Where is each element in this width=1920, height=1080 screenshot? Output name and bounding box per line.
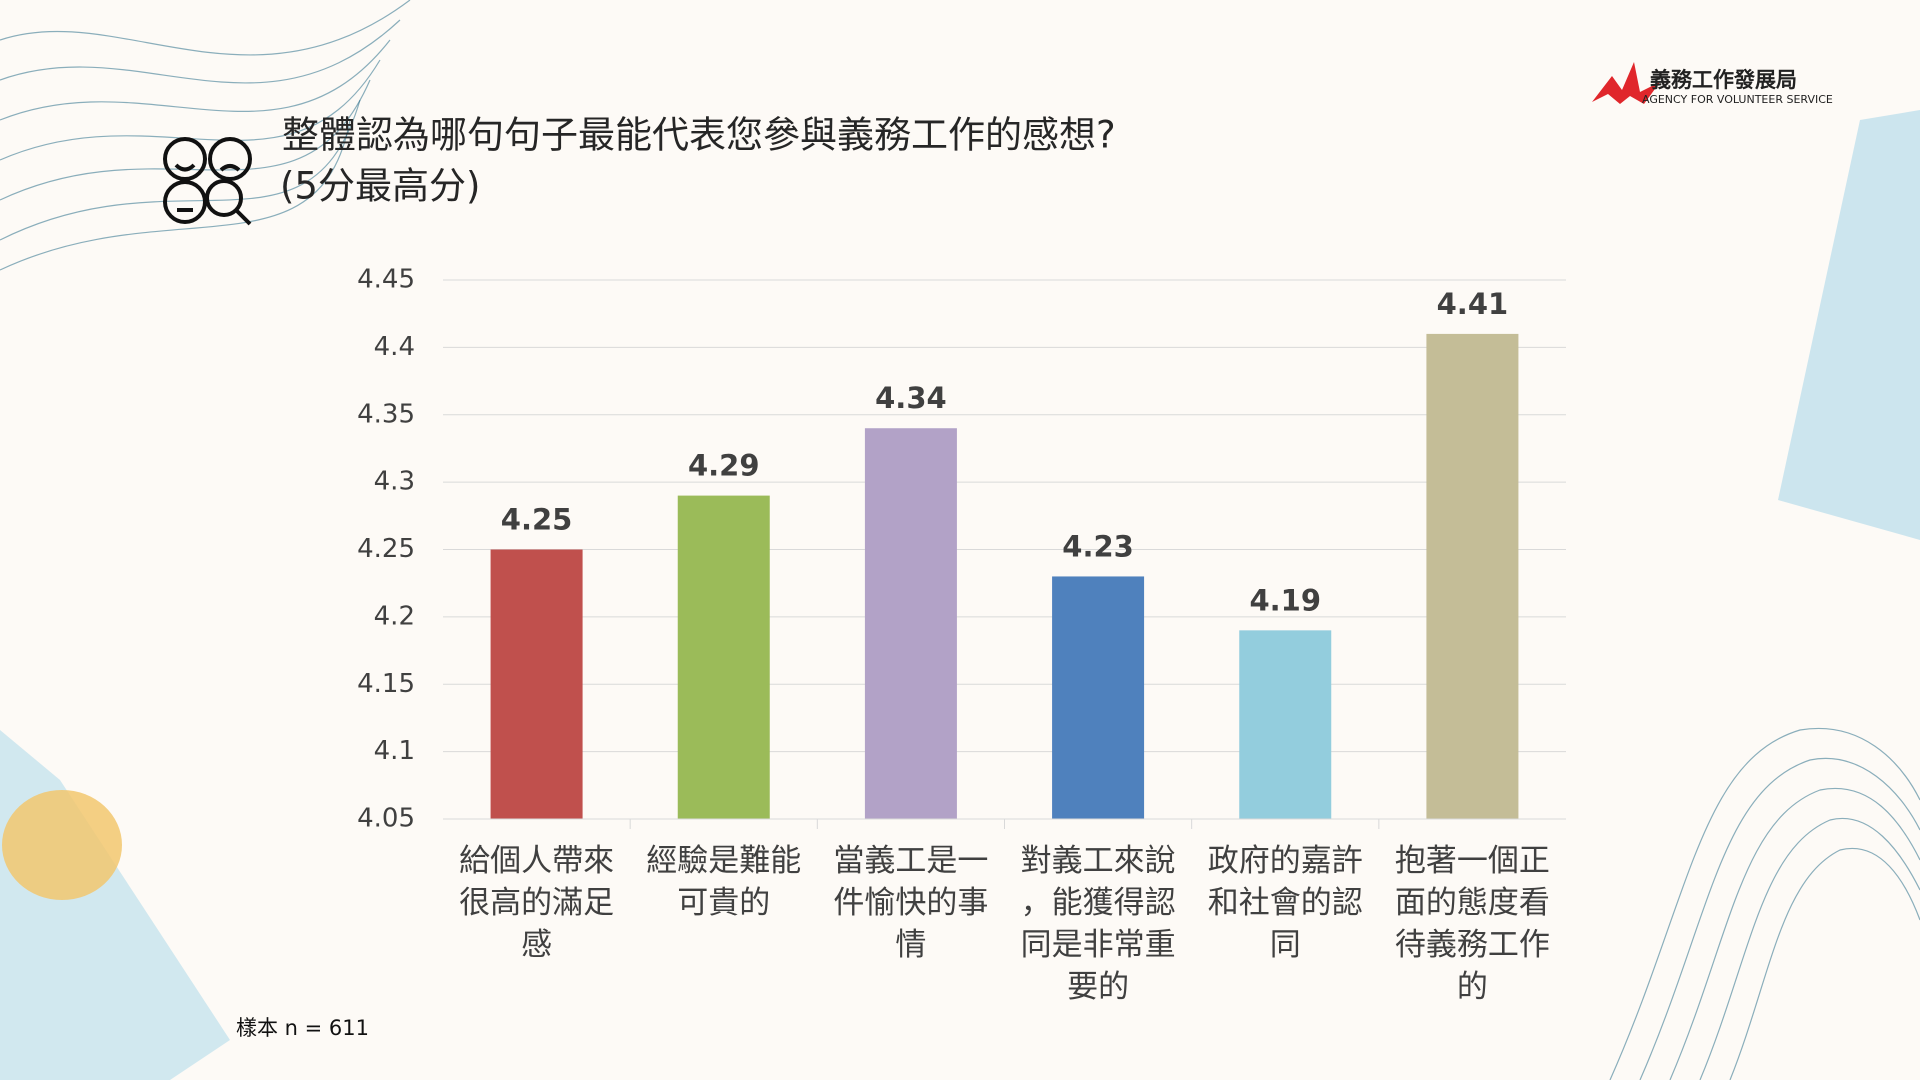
x-tick-label: 抱著一個正面的態度看待義務工作的 (1395, 843, 1550, 1005)
x-tick-label: 政府的嘉許和社會的認同 (1208, 843, 1363, 963)
logo-english: AGENCY FOR VOLUNTEER SERVICE (1642, 93, 1833, 106)
bar (490, 549, 583, 819)
plot: 4.05 4.1 4.15 4.2 4.25 4.3 4.35 4.4 4.45 給個人帶來很高的… (357, 265, 1566, 1005)
bar (1426, 333, 1519, 819)
chart-subtitle: (5分最高分) (280, 165, 480, 208)
y-tick-label: 4.45 (357, 265, 415, 295)
y-tick-label: 4.15 (357, 669, 415, 699)
bar (1052, 576, 1145, 819)
x-tick-label: 對義工來說，能獲得認同是非常重要的 (1021, 843, 1176, 1005)
logo: 義務工作發展局 AGENCY FOR VOLUNTEER SERVICE (1592, 62, 1833, 106)
value-label: 4.25 (501, 503, 573, 537)
y-tick-label: 4.05 (357, 804, 415, 834)
y-tick-label: 4.25 (357, 534, 415, 564)
y-tick-label: 4.1 (374, 736, 415, 766)
chart-title: 整體認為哪句句子最能代表您參與義務工作的感想? (282, 114, 1116, 157)
y-tick-label: 4.4 (374, 332, 415, 362)
value-label: 4.19 (1249, 583, 1321, 617)
icon (163, 137, 252, 226)
x-tick-label: 經驗是難能可貴的 (646, 843, 801, 921)
logo-name: 義務工作發展局 (1650, 68, 1797, 92)
value-label: 4.34 (875, 381, 947, 415)
value-label: 4.29 (688, 449, 760, 483)
x-tick-label: 給個人帶來很高的滿足感 (459, 843, 614, 963)
value-label: 4.23 (1062, 529, 1134, 563)
x-tick-label: 當義工是一件愉快的事情 (833, 843, 988, 963)
bar (1239, 630, 1332, 819)
bar (864, 428, 957, 819)
y-tick-label: 4.2 (374, 601, 415, 631)
y-tick-label: 4.35 (357, 399, 415, 429)
bar (677, 495, 770, 819)
note: 樣本 n = 611 (236, 1016, 369, 1040)
y-tick-label: 4.3 (374, 467, 415, 497)
value-label: 4.41 (1437, 287, 1509, 321)
